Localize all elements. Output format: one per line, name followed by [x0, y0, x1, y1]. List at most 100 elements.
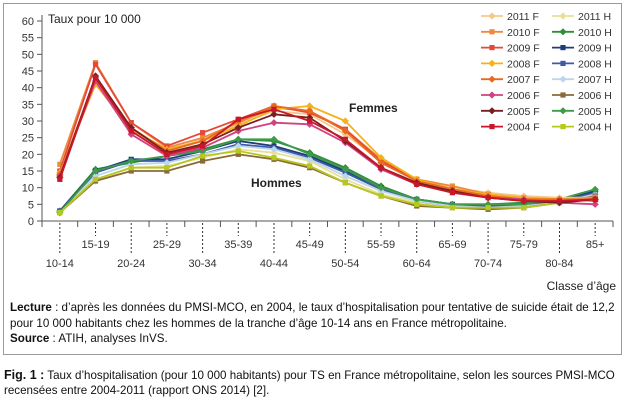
- data-point-marker: [270, 135, 278, 143]
- data-point-marker: [377, 184, 385, 192]
- data-point-marker: [341, 127, 349, 135]
- data-point-marker: [489, 45, 495, 51]
- data-point-marker: [164, 151, 170, 157]
- legend-label: 2004 H: [578, 122, 612, 134]
- data-point-marker: [164, 168, 170, 174]
- data-point-marker: [413, 195, 421, 203]
- x-tick-label: 55-59: [367, 239, 395, 251]
- y-tick-label: 5: [28, 199, 34, 211]
- y-tick-label: 15: [22, 166, 34, 178]
- data-point-marker: [164, 165, 170, 171]
- data-point-marker: [592, 196, 598, 202]
- legend-label: 2010 F: [507, 27, 540, 39]
- data-point-marker: [307, 118, 313, 124]
- legend-entry: 2010 F: [481, 27, 540, 39]
- y-tick-label: 0: [28, 216, 34, 228]
- legend-entry: 2006 H: [552, 90, 612, 102]
- data-point-marker: [235, 148, 241, 154]
- data-point-marker: [377, 154, 385, 162]
- data-point-marker: [559, 12, 567, 20]
- annotation-hommes: Hommes: [251, 176, 302, 190]
- data-point-marker: [199, 158, 206, 164]
- legend-entry: 2007 H: [552, 74, 612, 86]
- data-point-marker: [378, 193, 384, 199]
- series-lines: [56, 60, 599, 217]
- data-point-marker: [591, 185, 599, 193]
- data-point-marker: [234, 124, 242, 132]
- data-point-marker: [270, 110, 278, 118]
- legend-entry: 2008 F: [481, 58, 540, 70]
- legend-label: 2008 F: [507, 58, 540, 70]
- data-point-marker: [128, 128, 134, 134]
- legend-entry: 2005 H: [552, 106, 612, 118]
- data-point-marker: [591, 200, 599, 208]
- data-point-marker: [128, 168, 134, 174]
- data-point-marker: [306, 107, 314, 115]
- x-tick-label: 45-49: [296, 239, 324, 251]
- data-point-marker: [377, 159, 385, 167]
- legend-entry: 2009 H: [552, 43, 612, 55]
- data-point-marker: [489, 29, 495, 35]
- y-tick-label: 10: [22, 183, 34, 195]
- legend-label: 2011 F: [507, 11, 539, 23]
- series-2004-f: [57, 75, 598, 204]
- data-point-marker: [521, 198, 527, 204]
- series-line: [59, 138, 596, 214]
- data-point-marker: [271, 155, 277, 161]
- legend-label: 2007 H: [578, 74, 612, 86]
- data-point-marker: [560, 92, 566, 98]
- y-tick-label: 60: [22, 16, 34, 28]
- data-point-marker: [485, 195, 491, 201]
- legend-label: 2010 H: [578, 27, 612, 39]
- data-point-marker: [128, 165, 134, 171]
- data-point-marker: [488, 107, 496, 115]
- legend-label: 2009 H: [578, 43, 612, 55]
- data-point-marker: [270, 145, 278, 153]
- line-chart: 0 5 10 15 20 25 30 35 40 45 50 55 60 10-14 15-19 20-24 2…: [22, 11, 617, 293]
- legend-entry: 2011 F: [481, 11, 539, 23]
- y-tick-label: 50: [22, 49, 34, 61]
- data-point-marker: [414, 181, 420, 187]
- legend-entry: 2011 H: [552, 11, 611, 23]
- data-point-marker: [488, 12, 496, 20]
- data-point-marker: [270, 119, 278, 127]
- legend-label: 2006 H: [578, 90, 612, 102]
- caption-label: Fig. 1 :: [4, 368, 45, 382]
- x-tick-label: 30-34: [189, 258, 217, 270]
- source-text: : ATIH, analyses InVS.: [49, 332, 168, 345]
- data-point-marker: [199, 153, 206, 159]
- data-point-marker: [234, 135, 242, 143]
- legend-label: 2006 F: [507, 90, 540, 102]
- data-point-marker: [378, 165, 384, 171]
- legend-label: 2005 F: [507, 106, 540, 118]
- reading-note: Lecture : d’après les données du PMSI-MC…: [10, 300, 622, 347]
- data-point-marker: [341, 165, 349, 173]
- data-point-marker: [91, 172, 100, 180]
- data-point-marker: [307, 163, 313, 169]
- y-tick-label: 30: [22, 116, 34, 128]
- axes: 0 5 10 15 20 25 30 35 40 45 50 55 60 10-14 15-19 20-24 2…: [22, 15, 614, 270]
- data-point-marker: [341, 172, 349, 180]
- lecture-label: Lecture: [10, 301, 52, 314]
- data-point-marker: [414, 201, 420, 207]
- lecture-text: : d’après les données du PMSI-MCO, en 20…: [10, 301, 615, 330]
- series-line: [58, 76, 596, 202]
- data-point-marker: [489, 124, 495, 130]
- x-tick-label: 80-84: [545, 258, 573, 270]
- data-point-marker: [57, 210, 63, 216]
- data-point-marker: [488, 75, 496, 83]
- x-tick-label: 85+: [586, 239, 605, 251]
- data-point-marker: [199, 143, 206, 149]
- x-tick-label: 65-69: [438, 239, 466, 251]
- data-point-marker: [342, 180, 348, 186]
- data-point-marker: [556, 198, 563, 204]
- data-point-marker: [57, 161, 63, 167]
- y-tick-label: 35: [22, 99, 34, 111]
- data-point-marker: [57, 176, 63, 182]
- x-tick-label: 35-39: [224, 239, 252, 251]
- y-tick-label: 55: [22, 33, 34, 45]
- data-point-marker: [235, 116, 241, 122]
- y-tick-label: 20: [22, 149, 34, 161]
- chart-frame: 0 5 10 15 20 25 30 35 40 45 50 55 60 10-14 15-19 20-24 2…: [3, 3, 622, 355]
- data-point-marker: [306, 155, 314, 163]
